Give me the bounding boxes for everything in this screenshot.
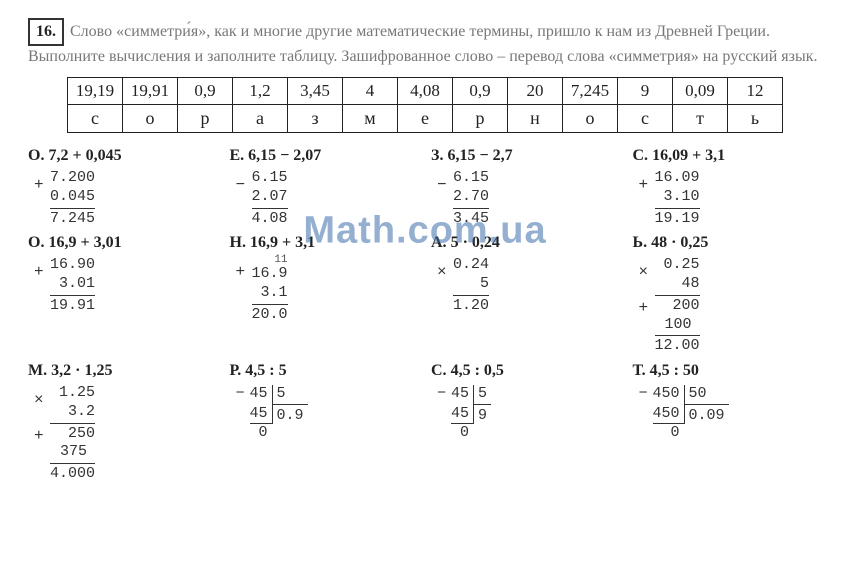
cipher-value-cell: 19,19 [68, 78, 123, 105]
task-description: 16.Слово «симметри́я», как и многие друг… [28, 18, 822, 67]
problem-cell: А. 5 · 0,24 ×0.2451.20 [431, 234, 621, 356]
calculation: +7.2000.0457.245 [50, 169, 95, 228]
problem-label: Е. 6,15 − 2,07 [230, 147, 420, 165]
problem-cell: З. 6,15 − 2,7 −6.152.703.45 [431, 147, 621, 228]
problem-label: Н. 16,9 + 3,1 [230, 234, 420, 252]
calculation: −6.152.074.08 [252, 169, 288, 228]
problem-label: А. 5 · 0,24 [431, 234, 621, 252]
cipher-letter-cell: н [508, 105, 563, 133]
problem-cell: Т. 4,5 : 50 −450504500.090 [633, 362, 823, 484]
cipher-letter-cell: т [673, 105, 728, 133]
cipher-value-cell: 9 [618, 78, 673, 105]
calculation: +16.903.0119.91 [50, 256, 95, 315]
calculation: ×0.2548200100+12.00 [655, 256, 700, 356]
problem-label: М. 3,2 · 1,25 [28, 362, 218, 380]
problems-grid: О. 7,2 + 0,045 +7.2000.0457.245 Е. 6,15 − … [28, 147, 822, 484]
problem-cell: С. 16,09 + 3,1 +16.093.1019.19 [633, 147, 823, 228]
cipher-value-cell: 0,09 [673, 78, 728, 105]
calculation: −4554590 [451, 385, 491, 441]
calculation: −6.152.703.45 [453, 169, 489, 228]
problem-cell: М. 3,2 · 1,25 ×1.253.2250375+4.000 [28, 362, 218, 484]
problem-label: О. 7,2 + 0,045 [28, 147, 218, 165]
problem-label: С. 16,09 + 3,1 [633, 147, 823, 165]
cipher-value-cell: 3,45 [288, 78, 343, 105]
cipher-value-cell: 19,91 [123, 78, 178, 105]
cipher-letter-cell: м [343, 105, 398, 133]
problem-label: Р. 4,5 : 5 [230, 362, 420, 380]
cipher-value-cell: 20 [508, 78, 563, 105]
cipher-value-cell: 12 [728, 78, 783, 105]
cipher-value-cell: 4 [343, 78, 398, 105]
calculation: +16.093.1019.19 [655, 169, 700, 228]
cipher-letter-cell: с [68, 105, 123, 133]
problem-cell: О. 16,9 + 3,01 +16.903.0119.91 [28, 234, 218, 356]
cipher-letter-cell: з [288, 105, 343, 133]
cipher-letter-cell: ь [728, 105, 783, 133]
problem-label: О. 16,9 + 3,01 [28, 234, 218, 252]
problem-cell: Р. 4,5 : 5 −455450.90 [230, 362, 420, 484]
calculation: ×0.2451.20 [453, 256, 489, 315]
cipher-value-cell: 4,08 [398, 78, 453, 105]
cipher-letter-cell: о [123, 105, 178, 133]
problem-label: Т. 4,5 : 50 [633, 362, 823, 380]
cipher-letter-cell: р [453, 105, 508, 133]
cipher-letter-cell: р [178, 105, 233, 133]
problem-label: Ь. 48 · 0,25 [633, 234, 823, 252]
calculation: −455450.90 [250, 385, 308, 441]
cipher-value-cell: 0,9 [178, 78, 233, 105]
problem-cell: Е. 6,15 − 2,07 −6.152.074.08 [230, 147, 420, 228]
cipher-letter-cell: с [618, 105, 673, 133]
cipher-value-cell: 1,2 [233, 78, 288, 105]
problem-cell: Н. 16,9 + 3,1 +1116.93.120.0 [230, 234, 420, 356]
problem-label: С. 4,5 : 0,5 [431, 362, 621, 380]
cipher-value-cell: 0,9 [453, 78, 508, 105]
cipher-letter-cell: о [563, 105, 618, 133]
calculation: ×1.253.2250375+4.000 [50, 384, 95, 484]
cipher-values-row: 19,1919,910,91,23,4544,080,9207,24590,09… [68, 78, 783, 105]
cipher-table: 19,1919,910,91,23,4544,080,9207,24590,09… [67, 77, 783, 133]
cipher-value-cell: 7,245 [563, 78, 618, 105]
calculation: −450504500.090 [653, 385, 729, 441]
problem-cell: С. 4,5 : 0,5 −4554590 [431, 362, 621, 484]
cipher-letter-cell: а [233, 105, 288, 133]
cipher-letters-row: соразмерность [68, 105, 783, 133]
problem-cell: Ь. 48 · 0,25 ×0.2548200100+12.00 [633, 234, 823, 356]
cipher-letter-cell: е [398, 105, 453, 133]
problem-label: З. 6,15 − 2,7 [431, 147, 621, 165]
problem-cell: О. 7,2 + 0,045 +7.2000.0457.245 [28, 147, 218, 228]
calculation: +1116.93.120.0 [252, 256, 288, 324]
task-text: Слово «симметри́я», как и многие другие … [28, 23, 818, 65]
task-number: 16. [28, 18, 64, 46]
